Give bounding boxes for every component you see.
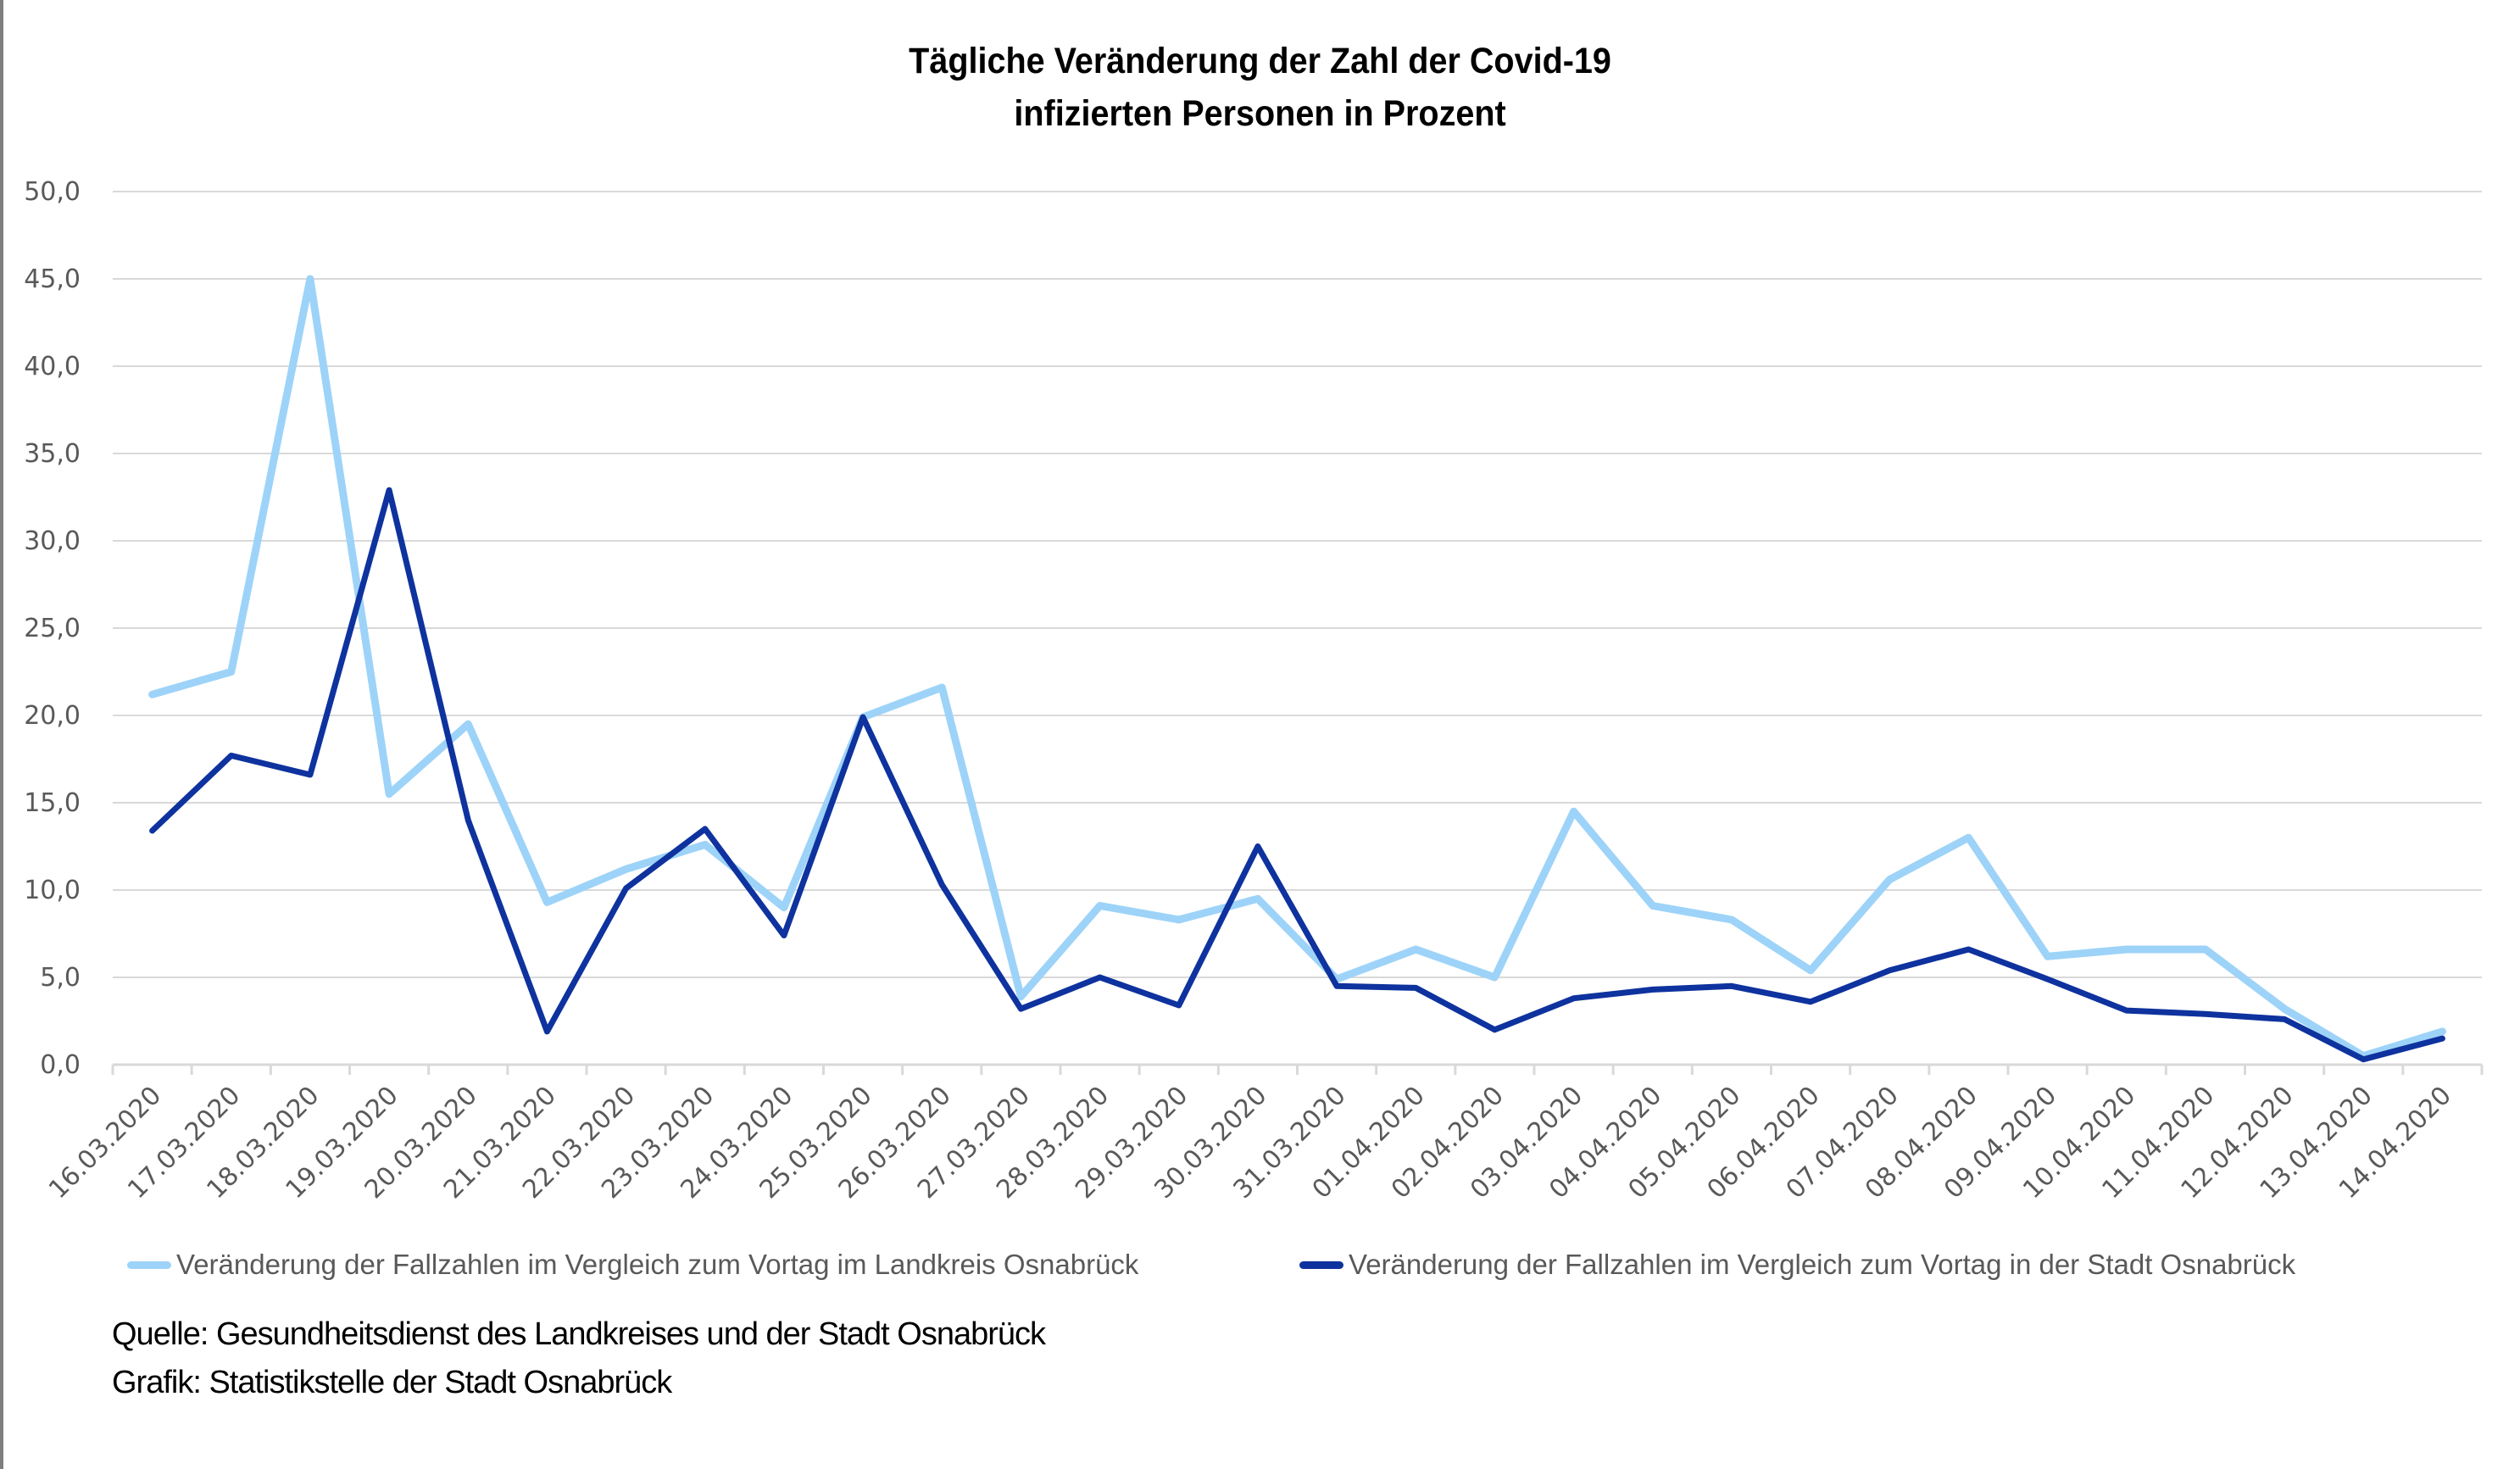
y-tick-label: 20,0 <box>24 701 81 731</box>
y-tick-label: 5,0 <box>40 963 81 993</box>
y-tick-label: 0,0 <box>40 1050 81 1080</box>
chart-title-line-1: Tägliche Veränderung der Zahl der Covid-… <box>909 41 1611 81</box>
x-axis <box>111 1063 2484 1075</box>
series-line-landkreis <box>148 275 2446 1060</box>
y-tick-label: 25,0 <box>24 614 81 643</box>
legend-swatch-stadt <box>1299 1260 1343 1269</box>
credit-note: Grafik: Statistikstelle der Stadt Osnabr… <box>112 1365 672 1400</box>
y-tick-label: 40,0 <box>24 352 81 381</box>
y-tick-label: 10,0 <box>24 876 81 905</box>
series-lines <box>148 275 2446 1063</box>
legend-item-stadt: Veränderung der Fallzahlen im Vergleich … <box>1299 1248 2295 1282</box>
series-line-stadt <box>149 487 2445 1063</box>
legend-swatch-landkreis <box>127 1260 171 1269</box>
y-tick-label: 50,0 <box>24 177 81 207</box>
y-tick-label: 35,0 <box>24 439 81 469</box>
legend-label-stadt: Veränderung der Fallzahlen im Vergleich … <box>1349 1249 2296 1280</box>
y-tick-label: 30,0 <box>24 526 81 556</box>
gridlines <box>113 191 2482 978</box>
x-axis-tick-labels: 16.03.202017.03.202018.03.202019.03.2020… <box>43 1081 2457 1205</box>
y-axis-tick-labels: 0,0 5,0 10,0 15,0 20,0 25,0 30,0 35,0 40,0 45,0 50… <box>24 177 81 1080</box>
chart-title-line-2: infizierten Personen in Prozent <box>1014 93 1506 134</box>
source-note: Quelle: Gesundheitsdienst des Landkreise… <box>112 1316 1046 1352</box>
legend-item-landkreis: Veränderung der Fallzahlen im Vergleich … <box>127 1248 1138 1282</box>
legend-label-landkreis: Veränderung der Fallzahlen im Vergleich … <box>176 1249 1139 1280</box>
y-tick-label: 15,0 <box>24 788 81 818</box>
y-tick-label: 45,0 <box>24 264 81 294</box>
